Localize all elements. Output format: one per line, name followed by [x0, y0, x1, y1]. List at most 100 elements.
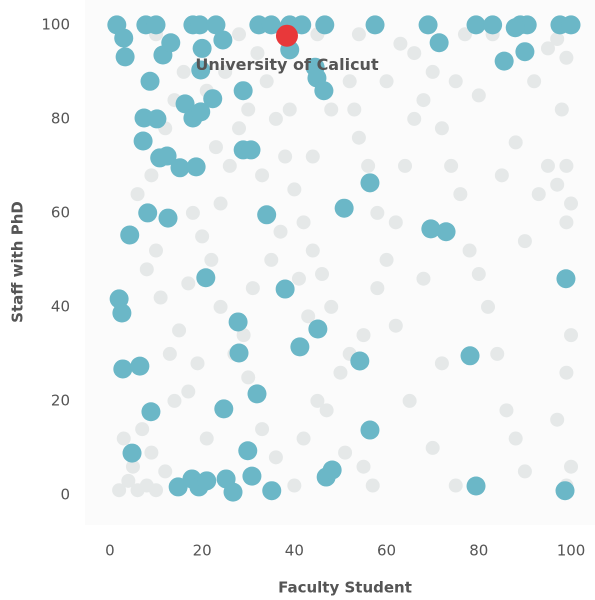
point	[149, 243, 164, 258]
point	[144, 445, 159, 460]
point	[315, 267, 330, 282]
point	[261, 15, 281, 35]
point	[416, 271, 431, 286]
point	[494, 51, 514, 71]
point	[130, 187, 145, 202]
point	[342, 74, 357, 89]
point	[113, 359, 133, 379]
point	[275, 24, 298, 47]
y-tick-label: 0	[60, 485, 70, 503]
point	[365, 15, 385, 35]
point	[275, 279, 295, 299]
point	[208, 140, 223, 155]
point	[418, 15, 438, 35]
point	[191, 60, 211, 80]
point	[139, 262, 154, 277]
y-tick-label: 100	[41, 15, 70, 33]
point	[213, 30, 233, 50]
point	[228, 312, 248, 332]
point	[466, 15, 486, 35]
point	[338, 445, 353, 460]
point	[241, 140, 261, 160]
point	[499, 403, 514, 418]
point	[116, 431, 131, 446]
point	[158, 208, 178, 228]
point	[448, 74, 463, 89]
point	[296, 431, 311, 446]
point	[223, 482, 243, 502]
y-tick-label: 60	[51, 203, 70, 221]
point	[259, 74, 274, 89]
point	[168, 477, 188, 497]
point	[559, 365, 574, 380]
point	[213, 299, 228, 314]
point	[334, 198, 354, 218]
point	[268, 450, 283, 465]
point	[292, 15, 312, 35]
point	[554, 102, 569, 117]
point	[287, 182, 302, 197]
point	[238, 441, 258, 461]
y-tick-label: 20	[51, 391, 70, 409]
point	[324, 102, 339, 117]
point	[407, 46, 422, 61]
point	[121, 473, 136, 488]
point	[308, 319, 328, 339]
point	[130, 356, 150, 376]
point	[434, 356, 449, 371]
point	[483, 15, 503, 35]
point	[356, 459, 371, 474]
point	[556, 269, 576, 289]
point	[112, 303, 132, 323]
point	[290, 337, 310, 357]
point	[466, 476, 486, 496]
point	[398, 158, 413, 173]
point	[241, 102, 256, 117]
point	[157, 146, 177, 166]
point	[112, 483, 127, 498]
point	[347, 102, 362, 117]
point	[360, 420, 380, 440]
point	[550, 412, 565, 427]
point	[481, 299, 496, 314]
point	[255, 168, 270, 183]
point	[540, 41, 555, 56]
point	[460, 346, 480, 366]
point	[555, 481, 575, 501]
point	[120, 225, 140, 245]
point	[305, 149, 320, 164]
y-axis-title: Staff with PhD	[9, 201, 27, 323]
point	[436, 222, 456, 242]
point	[561, 15, 581, 35]
point	[379, 252, 394, 267]
point	[236, 328, 251, 343]
point	[144, 168, 159, 183]
x-tick-label: 40	[285, 542, 304, 560]
point	[564, 459, 579, 474]
point	[471, 267, 486, 282]
point	[149, 483, 164, 498]
point	[282, 102, 297, 117]
point	[255, 422, 270, 437]
point	[351, 130, 366, 145]
point	[146, 15, 166, 35]
point	[559, 215, 574, 230]
point	[192, 38, 212, 58]
point	[365, 478, 380, 493]
point	[333, 365, 348, 380]
point	[407, 111, 422, 126]
point	[233, 81, 253, 101]
point	[250, 46, 265, 61]
point	[232, 121, 247, 136]
point	[540, 158, 555, 173]
point	[122, 443, 142, 463]
point	[351, 27, 366, 42]
point	[199, 431, 214, 446]
x-tick-label: 0	[105, 542, 115, 560]
x-tick-label: 20	[193, 542, 212, 560]
point	[204, 252, 219, 267]
point	[197, 471, 217, 491]
point	[490, 346, 505, 361]
point	[448, 478, 463, 493]
